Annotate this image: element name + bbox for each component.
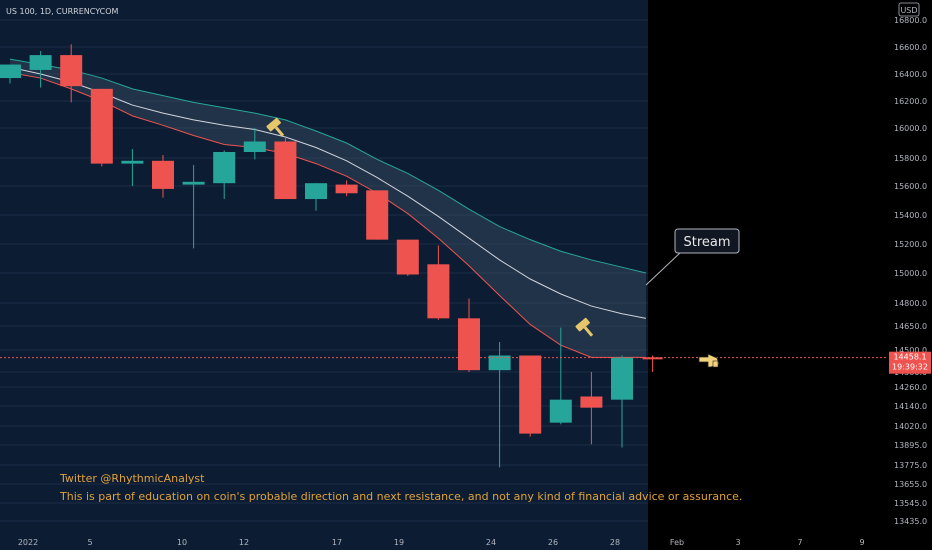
x-tick-label: 5 [87,538,92,547]
candle-body [182,181,205,185]
y-tick-label: 13895.0 [894,441,927,450]
price-label-box [889,351,931,374]
price-axis-background [888,0,932,550]
price-label-countdown: 19:39:32 [892,363,928,372]
candle-body [152,160,174,189]
callout-box [674,228,740,254]
envelope-band [9,58,647,358]
x-tick-label: 10 [177,538,187,547]
twitter-handle: Twitter @RhythmicAnalyst [59,472,205,485]
candle-body [274,141,297,200]
candle-body [427,264,450,319]
y-tick-label: 14500.0 [894,346,927,355]
x-tick-label: 9 [859,538,864,547]
price-label-value: 14458.1 [893,353,926,362]
candle-body [90,88,113,164]
candle-body [366,190,389,240]
band-upper-line [9,58,647,274]
y-tick-label: 16200.0 [894,97,927,106]
y-tick-label: 14260.0 [894,383,927,392]
candle-body [488,355,511,371]
y-tick-label: 14800.0 [894,299,927,308]
y-tick-label: 14650.0 [894,322,927,331]
y-tick-label: 15400.0 [894,211,927,220]
y-tick-label: 16600.0 [894,43,927,52]
candle-body [611,357,633,400]
x-tick-label: 12 [239,538,249,547]
x-tick-label: 2022 [18,538,38,547]
y-tick-label: 15000.0 [894,269,927,278]
time-axis: 2022 5 10 12 17 19 24 26 28 Feb 3 7 9 [18,538,865,547]
candles [0,44,663,468]
candle-body [335,184,358,194]
x-tick-label: 7 [797,538,802,547]
x-tick-label: 28 [610,538,620,547]
candle-body [519,355,542,434]
future-area-background [648,0,888,550]
y-tick-label: 15800.0 [894,154,927,163]
currency-badge[interactable]: USD [900,6,917,15]
candle-body [580,396,603,408]
candle-body [642,357,663,360]
y-tick-label: 13655.0 [894,480,927,489]
candle-body [0,64,21,79]
stream-callout: Stream [645,228,740,286]
x-tick-label: 24 [486,538,496,547]
x-tick-label: Feb [670,538,684,547]
y-tick-label: 16800.0 [894,16,927,25]
x-tick-label: 26 [548,538,558,547]
y-tick-label: 15200.0 [894,240,927,249]
candle-body [305,183,327,200]
x-tick-label: 19 [394,538,404,547]
y-tick-label: 13435.0 [894,517,927,526]
candle-body [60,55,83,87]
disclaimer-text: This is part of education on coin's prob… [59,490,742,503]
y-tick-label: 15600.0 [894,182,927,191]
candle-body [121,160,144,164]
gavel-icon [575,317,594,337]
y-tick-label: 16000.0 [894,124,927,133]
x-tick-label: 3 [735,538,740,547]
x-tick-label: 17 [332,538,342,547]
currency-badge-box[interactable] [898,2,920,17]
callout-text: Stream [683,235,730,250]
band-middle-line [9,66,647,319]
y-tick-label: 14020.0 [894,422,927,431]
y-tick-label: 13775.0 [894,461,927,470]
y-tick-label: 14140.0 [894,402,927,411]
pointing-hand-icon [698,353,720,368]
candle-body [213,152,236,184]
gavel-icon [266,117,285,137]
y-tick-label: 16400.0 [894,70,927,79]
symbol-title: US 100, 1D, CURRENCYCOM [6,7,119,16]
candle-body [458,318,480,371]
price-label: 14458.1 19:39:32 [889,351,931,374]
candle-body [549,399,572,423]
band-lower-line [9,72,646,358]
candle-body [29,55,52,70]
candle-body [243,141,266,152]
candle-body [396,239,419,275]
y-tick-label: 13545.0 [894,499,927,508]
